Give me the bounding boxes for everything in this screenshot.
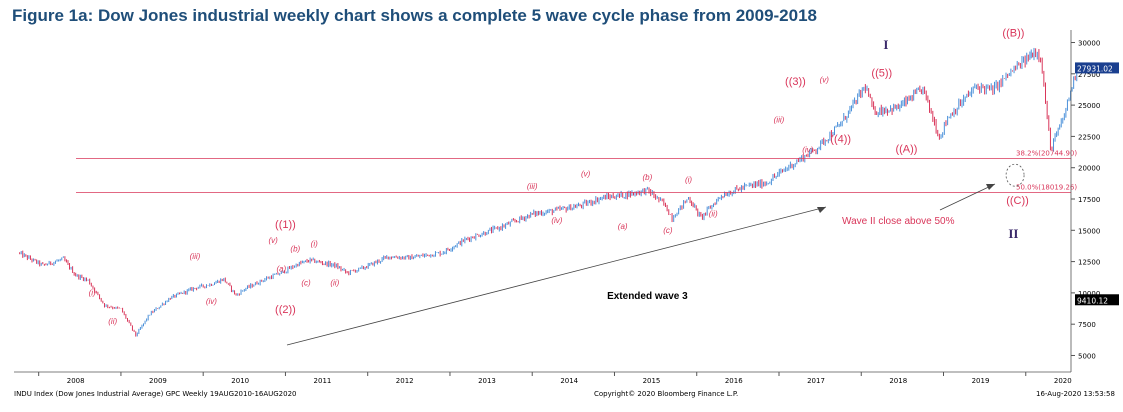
wave-label: (iv) bbox=[551, 216, 562, 225]
wave-label: (v) bbox=[581, 169, 591, 178]
price-tag bbox=[1075, 62, 1119, 74]
wave-labels: ((1)) (v) (iii) (i) (ii) (iv) (a) (b) (c) ((2)) (i… bbox=[89, 27, 1029, 326]
wave-label: ((B)) bbox=[1002, 27, 1024, 39]
x-tick-label: 2008 bbox=[67, 377, 85, 385]
price-tag bbox=[1075, 294, 1119, 306]
x-tick-label: 2019 bbox=[972, 377, 990, 385]
roman-wave-label: II bbox=[1008, 226, 1018, 241]
wave-label: ((3)) bbox=[785, 76, 806, 88]
chart-title: Figure 1a: Dow Jones industrial weekly c… bbox=[12, 6, 818, 25]
y-tick-label: 10000 bbox=[1078, 290, 1100, 298]
fib-label: 38.2%(20744.90) bbox=[1016, 149, 1077, 157]
wave-label: (a) bbox=[276, 265, 286, 274]
wave-label: (i) bbox=[311, 240, 318, 249]
annotation-label: Extended wave 3 bbox=[607, 291, 688, 302]
x-tick-label: 2015 bbox=[643, 377, 661, 385]
x-tick-label: 2014 bbox=[560, 377, 578, 385]
footer-source: INDU Index (Dow Jones Industrial Average… bbox=[14, 390, 297, 398]
wave-label: (v) bbox=[268, 236, 278, 245]
fib-label: 50.0%(18019.26) bbox=[1016, 183, 1077, 191]
wave-label: (ii) bbox=[709, 210, 718, 219]
wave-label: ((5)) bbox=[871, 67, 892, 79]
y-tick-label: 7500 bbox=[1078, 321, 1096, 329]
wave-label: (iv) bbox=[802, 146, 813, 155]
y-tick-label: 5000 bbox=[1078, 352, 1096, 360]
y-tick-label: 17500 bbox=[1078, 196, 1100, 204]
wave-label: (iv) bbox=[206, 297, 217, 306]
extended-wave-3-arrow bbox=[286, 206, 827, 346]
x-tick-label: 2012 bbox=[396, 377, 414, 385]
wave-ii-circle bbox=[1005, 163, 1025, 187]
wave-label: (a) bbox=[618, 222, 628, 231]
wave-label: (b) bbox=[642, 173, 652, 182]
x-tick-label: 2011 bbox=[314, 377, 332, 385]
wave-label: (iii) bbox=[774, 116, 785, 125]
wave-label: ((4)) bbox=[830, 134, 851, 146]
wave-label: (iii) bbox=[190, 252, 201, 261]
wave-label: ((2)) bbox=[275, 304, 296, 316]
wave-label: ((1)) bbox=[275, 219, 296, 231]
x-tick-label: 2020 bbox=[1054, 377, 1072, 385]
y-tick-label: 27500 bbox=[1078, 71, 1100, 79]
wave-label: (ii) bbox=[108, 317, 117, 326]
x-tick-label: 2013 bbox=[478, 377, 496, 385]
y-tick-label: 25000 bbox=[1078, 102, 1100, 110]
arrowhead-wave-3 bbox=[817, 207, 826, 213]
y-tick-label: 30000 bbox=[1078, 40, 1100, 48]
wave-label: (ii) bbox=[330, 278, 339, 287]
x-tick-label: 2018 bbox=[889, 377, 907, 385]
wave-ii-arrow bbox=[939, 183, 996, 211]
wave-label: (i) bbox=[89, 288, 96, 297]
wave-label: (iii) bbox=[527, 182, 538, 191]
wave-label: (i) bbox=[685, 176, 692, 185]
arrowhead-wave-ii bbox=[986, 184, 995, 190]
wave-label: (c) bbox=[301, 278, 311, 287]
wave-label: ((C)) bbox=[1006, 195, 1029, 207]
roman-wave-label: I bbox=[883, 37, 888, 52]
y-tick-label: 15000 bbox=[1078, 227, 1100, 235]
axes: 2008 2009 2010 2011 2012 2013 2014 2015 2016 2017… bbox=[14, 30, 1119, 385]
wave-label: (c) bbox=[663, 226, 673, 235]
y-tick-label: 12500 bbox=[1078, 259, 1100, 267]
wave-label: (v) bbox=[820, 76, 830, 85]
wave-label: ((A)) bbox=[895, 144, 917, 156]
wave-label: (b) bbox=[290, 245, 300, 254]
x-tick-label: 2010 bbox=[231, 377, 249, 385]
x-tick-label: 2016 bbox=[725, 377, 743, 385]
y-tick-label: 20000 bbox=[1078, 165, 1100, 173]
price-tag-label: 9410.12 bbox=[1077, 296, 1108, 305]
annotation-label: Wave II close above 50% bbox=[842, 216, 955, 227]
footer-copyright: Copyright© 2020 Bloomberg Finance L.P. bbox=[594, 390, 739, 398]
price-tag-label: 27931.02 bbox=[1077, 64, 1113, 73]
fib-levels: 38.2%(20744.90) 50.0%(18019.26) bbox=[76, 149, 1077, 346]
x-tick-label: 2017 bbox=[807, 377, 825, 385]
footer-timestamp: 16-Aug-2020 13:53:58 bbox=[1036, 390, 1115, 398]
y-tick-label: 22500 bbox=[1078, 133, 1100, 141]
x-tick-label: 2009 bbox=[149, 377, 167, 385]
